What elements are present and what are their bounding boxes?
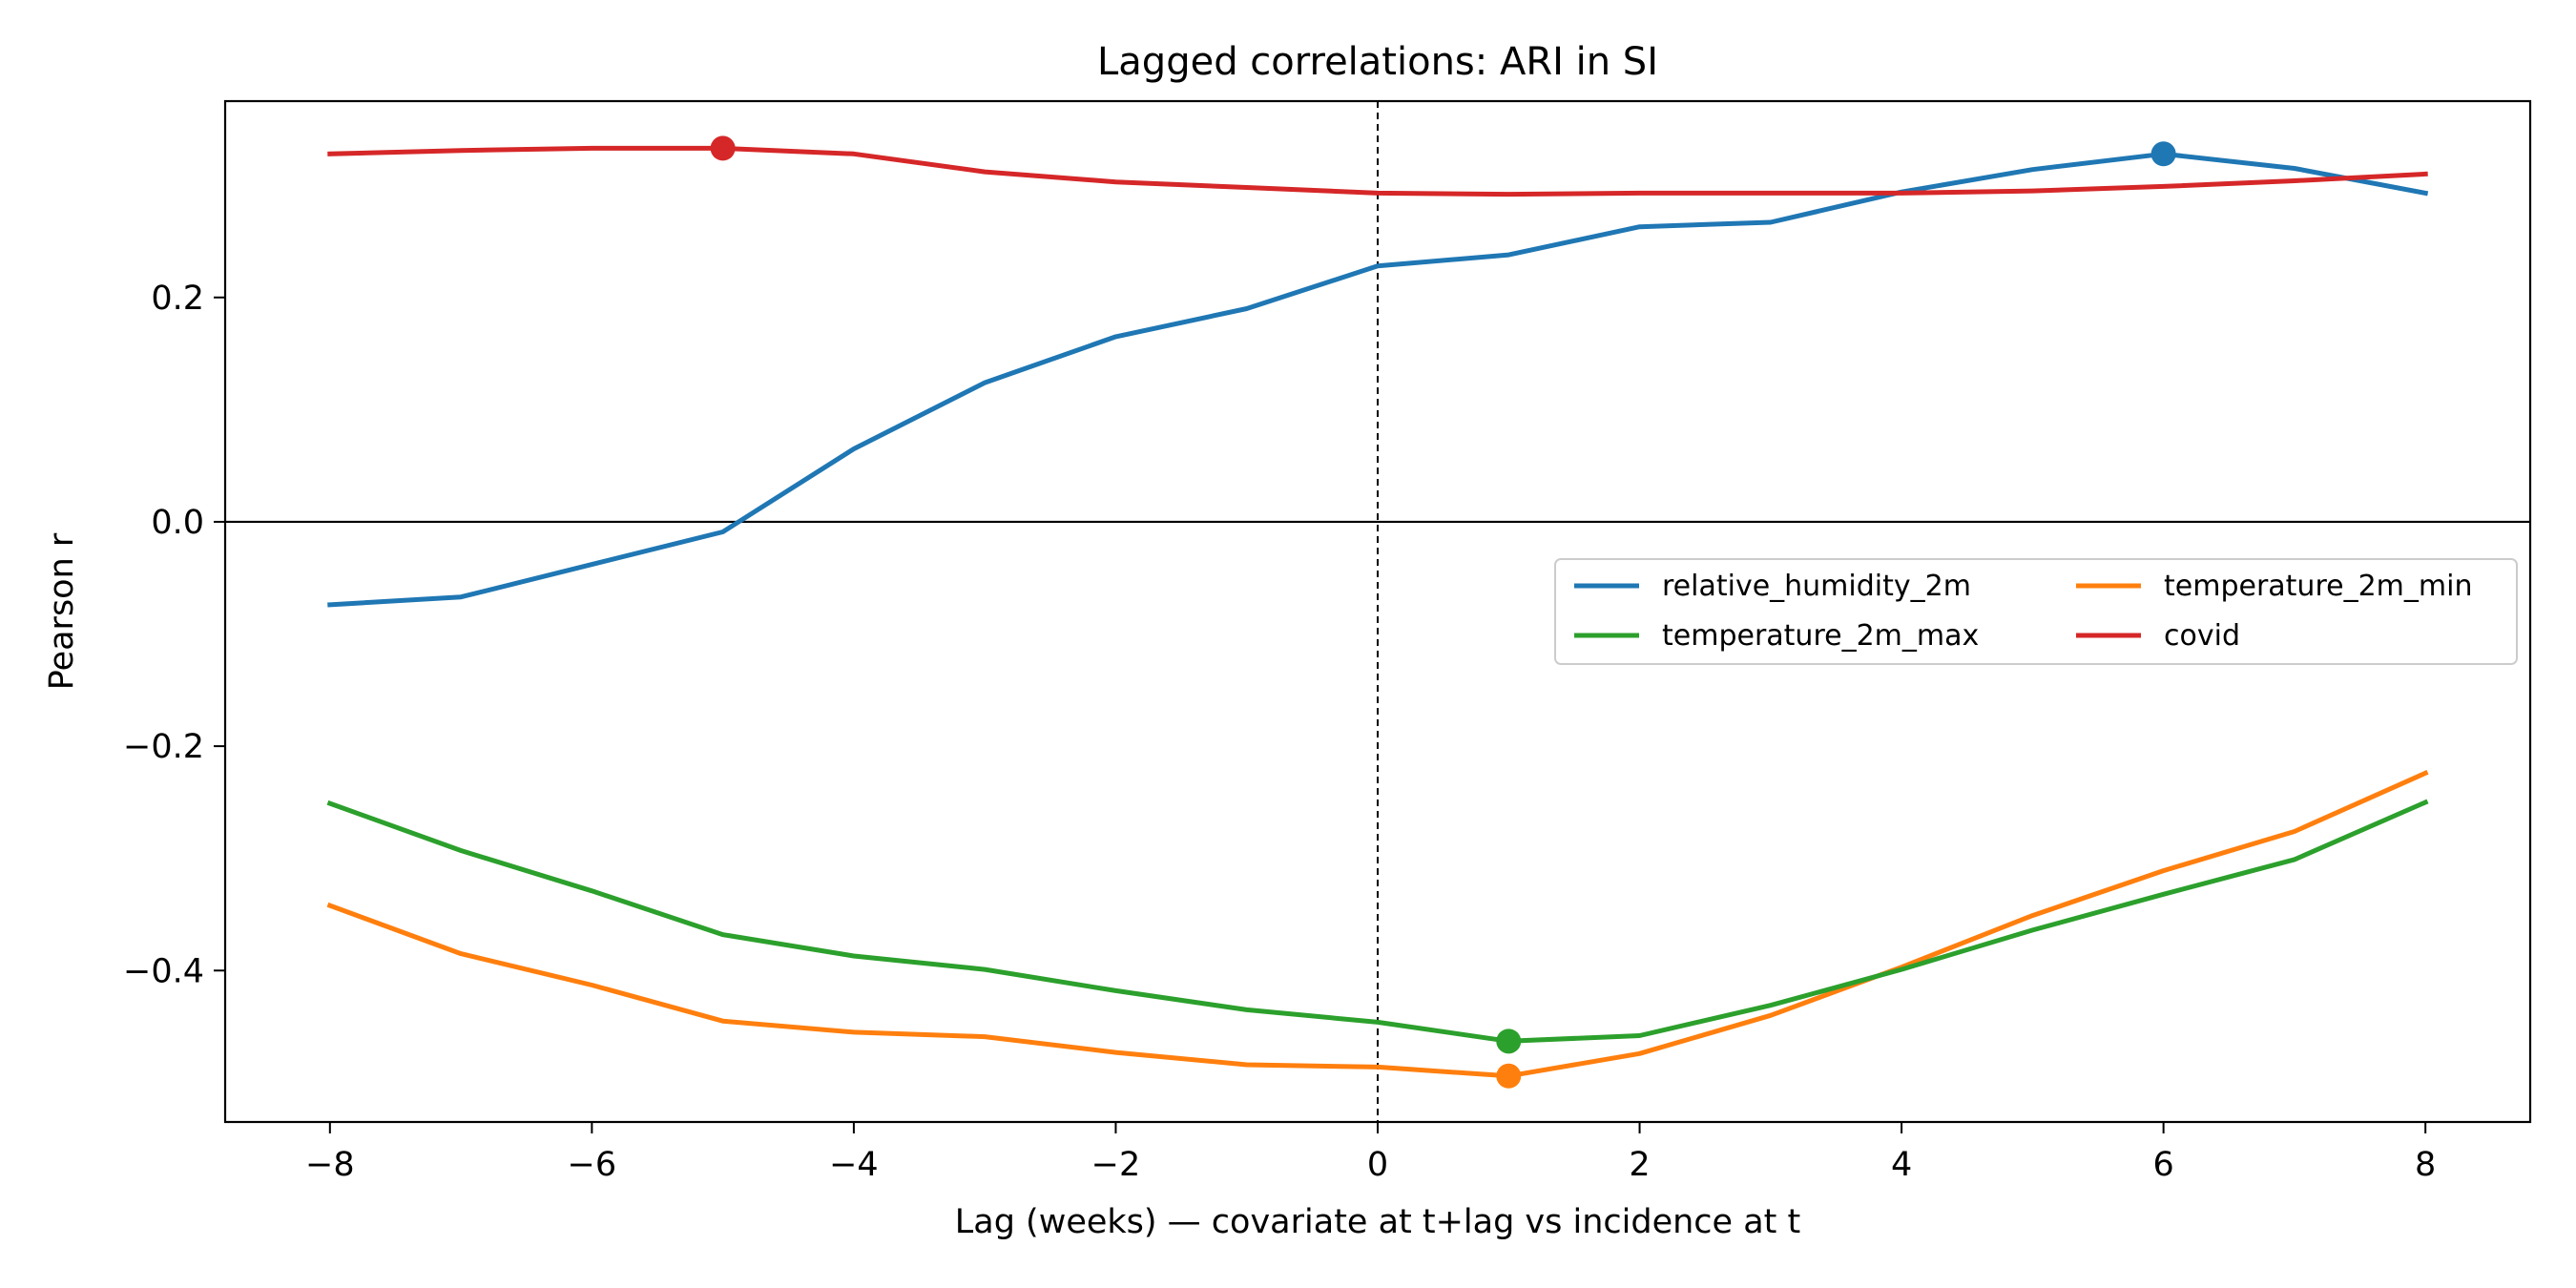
x-axis-label: Lag (weeks) — covariate at t+lag vs inci…	[955, 1203, 1800, 1241]
legend-label-temperature_2m_max: temperature_2m_max	[1662, 619, 1979, 653]
x-tick-label: 0	[1367, 1146, 1388, 1184]
y-axis: 0.2 0.0 −0.2 −0.4	[123, 280, 225, 990]
legend-label-temperature_2m_min: temperature_2m_min	[2164, 570, 2472, 603]
x-tick-label: 2	[1629, 1146, 1650, 1184]
y-tick-label: 0.2	[151, 280, 204, 318]
peak-marker-temperature_2m_max	[1496, 1028, 1522, 1054]
legend-box	[1554, 558, 2518, 665]
chart-title: Lagged correlations: ARI in SI	[1097, 40, 1658, 84]
x-tick-label: 4	[1891, 1146, 1912, 1184]
x-tick-label: −4	[829, 1146, 879, 1184]
y-tick-label: −0.2	[123, 728, 204, 766]
peak-marker-relative_humidity_2m	[2150, 141, 2176, 167]
y-tick-label: −0.4	[123, 952, 204, 990]
series-line-temperature_2m_min	[326, 769, 2429, 1079]
x-tick-label: −8	[305, 1146, 355, 1184]
legend-label-covid: covid	[2164, 619, 2240, 653]
plot-area	[225, 101, 2530, 1122]
legend-label-relative_humidity_2m: relative_humidity_2m	[1662, 570, 1971, 603]
series-line-covid	[327, 145, 2428, 197]
y-axis-label: Pearson r	[43, 532, 81, 690]
x-tick-label: −6	[568, 1146, 617, 1184]
x-tick-label: 8	[2415, 1146, 2436, 1184]
x-tick-label: −2	[1091, 1146, 1141, 1184]
legend: relative_humidity_2m temperature_2m_minte…	[1554, 558, 2518, 665]
peak-marker-temperature_2m_min	[1496, 1063, 1522, 1089]
x-tick-label: 6	[2152, 1146, 2173, 1184]
peak-marker-covid	[710, 135, 736, 161]
y-tick-label: 0.0	[151, 504, 204, 542]
series-line-temperature_2m_max	[326, 799, 2429, 1044]
series-line-relative_humidity_2m	[327, 151, 2429, 608]
x-axis: −8 −6 −4 −2 0 2 4 6 8	[305, 1122, 2436, 1184]
